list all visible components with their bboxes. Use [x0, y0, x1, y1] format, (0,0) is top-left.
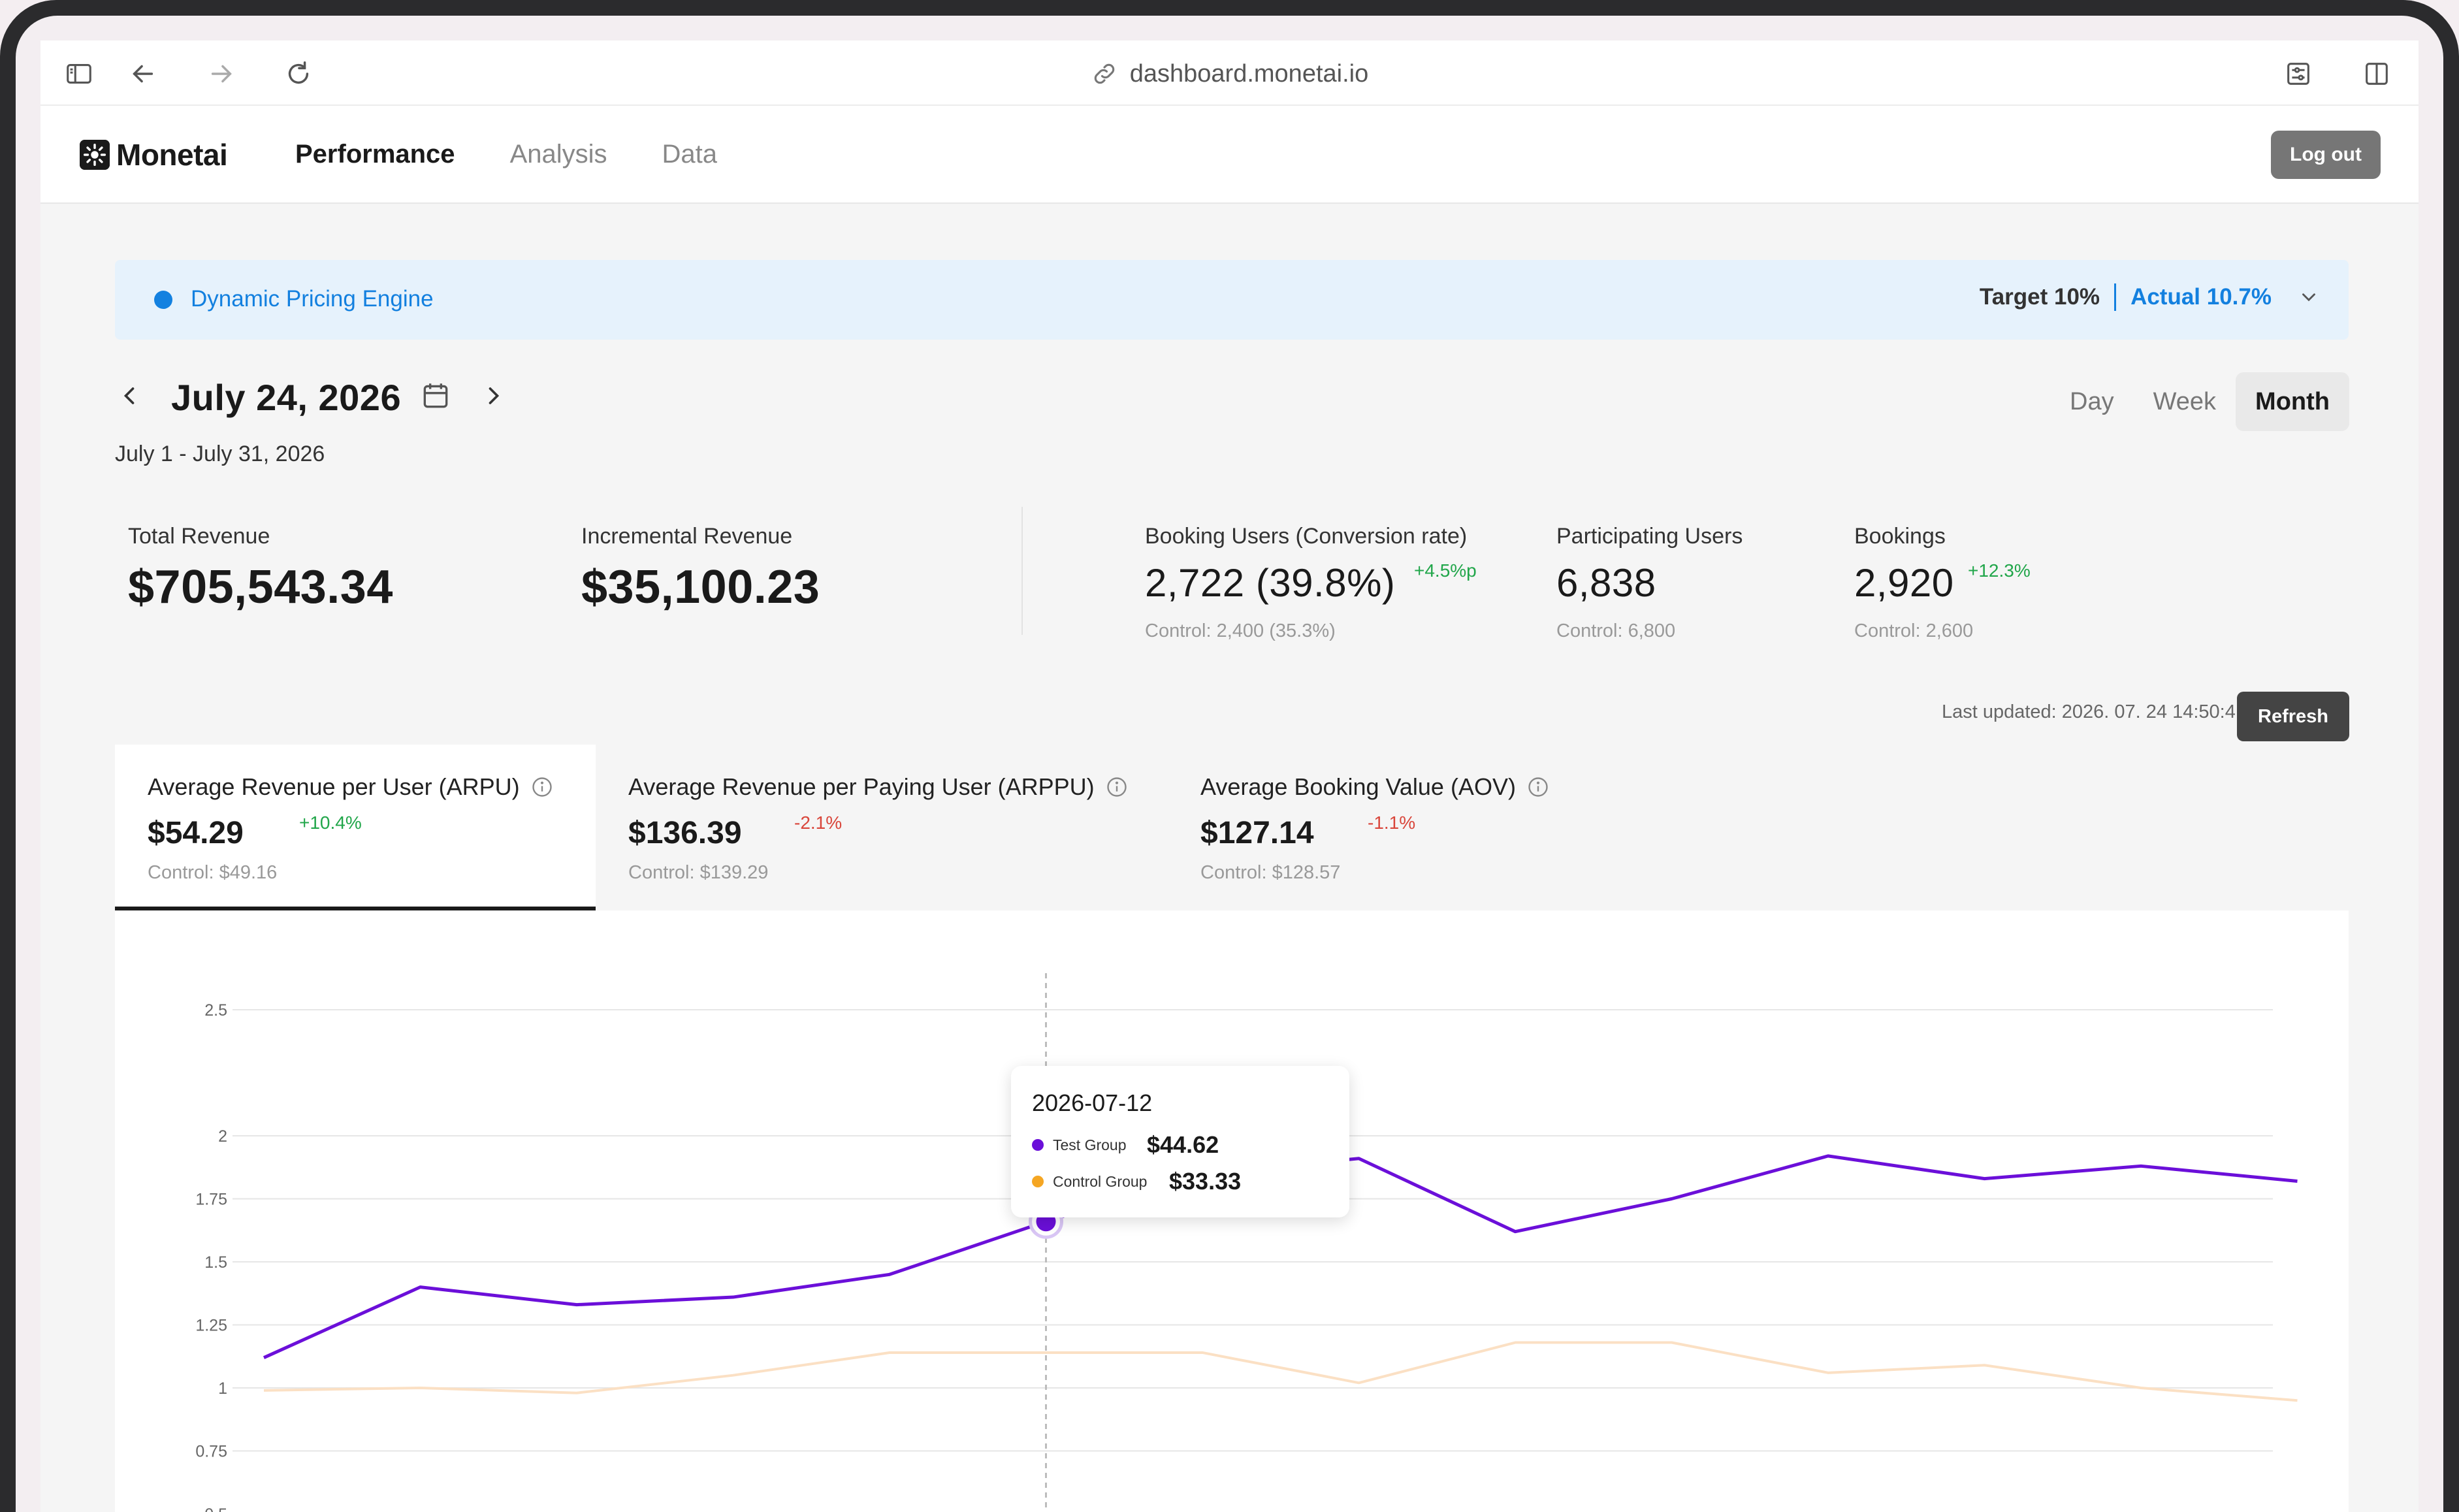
next-date-button[interactable] [479, 381, 508, 413]
tab-aov-title: Average Booking Value (AOV) [1200, 773, 1550, 801]
link-icon [1094, 63, 1114, 84]
booking-users-value: 2,722 (39.8%) [1145, 561, 1396, 605]
y-tick-label: 1 [218, 1379, 227, 1398]
tab-arppu-label: Average Revenue per Paying User (ARPPU) [628, 773, 1095, 800]
tab-arpu[interactable]: Average Revenue per User (ARPU) $54.29 +… [115, 745, 596, 910]
tab-aov-value: $127.14 [1200, 816, 1314, 850]
period-month[interactable]: Month [2236, 372, 2349, 431]
incremental-revenue-label: Incremental Revenue [581, 524, 793, 549]
date-navigator: July 24, 2026 [115, 376, 508, 419]
sidebar-toggle-icon[interactable] [63, 57, 95, 90]
y-tick-label: 1.25 [195, 1317, 227, 1335]
y-tick-label: 2.5 [204, 1001, 227, 1020]
incremental-revenue-value: $35,100.23 [581, 561, 820, 613]
metric-tabs: Average Revenue per User (ARPU) $54.29 +… [115, 745, 2349, 910]
bookings-value: 2,920 [1854, 561, 1954, 605]
target-value: Target 10% [1980, 283, 2117, 311]
tooltip-test-label: Test Group [1053, 1136, 1127, 1153]
tooltip-control-label: Control Group [1053, 1172, 1148, 1190]
participating-users-control: Control: 6,800 [1556, 620, 1676, 641]
booking-users-label: Booking Users (Conversion rate) [1145, 524, 1468, 549]
forward-icon[interactable] [205, 57, 238, 90]
bookings-label: Bookings [1854, 524, 1946, 549]
refresh-button[interactable]: Refresh [2237, 692, 2349, 741]
period-week[interactable]: Week [2153, 387, 2217, 415]
date-range: July 1 - July 31, 2026 [115, 442, 325, 466]
tab-arpu-title: Average Revenue per User (ARPU) [148, 773, 554, 801]
control-group-line [263, 1341, 2298, 1402]
tab-arpu-delta: +10.4% [299, 812, 362, 833]
extension-icon[interactable] [2282, 57, 2315, 90]
total-revenue-label: Total Revenue [128, 524, 270, 549]
target-summary: Target 10% Actual 10.7% [1980, 283, 2320, 311]
last-updated: Last updated: 2026. 07. 24 14:50:41 [1941, 701, 2246, 722]
period-day[interactable]: Day [2070, 387, 2114, 415]
engine-title: Dynamic Pricing Engine [191, 286, 434, 312]
main-nav: Performance Analysis Data [295, 140, 717, 169]
participating-users-value: 6,838 [1556, 561, 1656, 605]
tab-aov-delta: -1.1% [1368, 812, 1416, 833]
split-view-icon[interactable] [2360, 57, 2393, 90]
back-icon[interactable] [127, 57, 159, 90]
app-header: Monetai Performance Analysis Data Log ou… [40, 106, 2419, 204]
control-legend-dot [1032, 1176, 1044, 1187]
tab-arppu-value: $136.39 [628, 816, 742, 850]
total-revenue-value: $705,543.34 [128, 561, 393, 613]
tooltip-test-value: $44.62 [1147, 1131, 1219, 1158]
browser-toolbar: dashboard.monetai.io [40, 40, 2419, 106]
reload-icon[interactable] [282, 57, 315, 90]
y-tick-label: 0.75 [195, 1443, 227, 1461]
tab-arppu-title: Average Revenue per Paying User (ARPPU) [628, 773, 1129, 801]
booking-users-delta: +4.5%p [1414, 560, 1477, 581]
kpi-divider [1021, 507, 1023, 635]
participating-users-label: Participating Users [1556, 524, 1743, 549]
bookings-delta: +12.3% [1968, 560, 2031, 581]
info-icon[interactable] [1105, 775, 1129, 799]
chevron-down-icon[interactable] [2298, 286, 2320, 308]
monetai-logo-icon [80, 140, 110, 170]
nav-analysis[interactable]: Analysis [509, 140, 607, 169]
actual-value: Actual 10.7% [2130, 284, 2272, 310]
logo[interactable]: Monetai [80, 137, 228, 172]
tab-arpu-control: Control: $49.16 [148, 862, 278, 883]
test-legend-dot [1032, 1139, 1044, 1151]
address-bar[interactable]: dashboard.monetai.io [40, 57, 2419, 90]
chart-tooltip: 2026-07-12 Test Group $44.62 Control Gro… [1011, 1066, 1349, 1217]
calendar-button[interactable] [419, 379, 452, 415]
engine-banner[interactable]: Dynamic Pricing Engine Target 10% Actual… [115, 260, 2349, 340]
tab-arpu-label: Average Revenue per User (ARPU) [148, 773, 520, 800]
tooltip-date: 2026-07-12 [1032, 1089, 1153, 1116]
previous-date-button[interactable] [115, 381, 144, 413]
y-tick-label: 1.5 [204, 1253, 227, 1272]
y-tick-label: 2 [218, 1127, 227, 1146]
tab-aov[interactable]: Average Booking Value (AOV) $127.14 -1.1… [1168, 745, 1625, 910]
chevron-right-icon [489, 387, 500, 404]
period-selector: Day Week Month [2050, 372, 2349, 431]
bookings-control: Control: 2,600 [1854, 620, 1974, 641]
calendar-icon [423, 383, 448, 408]
booking-users-control: Control: 2,400 (35.3%) [1145, 620, 1336, 641]
url-text: dashboard.monetai.io [1129, 59, 1369, 88]
tab-arppu[interactable]: Average Revenue per Paying User (ARPPU) … [596, 745, 1168, 910]
brand-name: Monetai [116, 138, 228, 172]
chevron-left-icon [123, 387, 135, 404]
y-tick-label: 1.75 [195, 1191, 227, 1209]
tooltip-control-row: Control Group $33.33 [1032, 1168, 1241, 1195]
tooltip-test-row: Test Group $44.62 [1032, 1131, 1219, 1159]
status-dot [154, 291, 172, 309]
info-icon[interactable] [1526, 775, 1550, 799]
nav-data[interactable]: Data [662, 140, 718, 169]
tab-arppu-control: Control: $139.29 [628, 862, 769, 883]
logout-button[interactable]: Log out [2271, 131, 2381, 179]
tab-aov-control: Control: $128.57 [1200, 862, 1341, 883]
info-icon[interactable] [530, 775, 554, 799]
tooltip-control-value: $33.33 [1169, 1168, 1242, 1195]
tab-arppu-delta: -2.1% [794, 812, 843, 833]
tab-arpu-value: $54.29 [148, 816, 244, 850]
y-tick-label: 0.5 [204, 1505, 227, 1512]
browser-window: dashboard.monetai.io Monetai Performance… [40, 40, 2419, 1512]
nav-performance[interactable]: Performance [295, 140, 455, 169]
tab-aov-label: Average Booking Value (AOV) [1200, 773, 1516, 800]
selected-date: July 24, 2026 [171, 377, 402, 418]
